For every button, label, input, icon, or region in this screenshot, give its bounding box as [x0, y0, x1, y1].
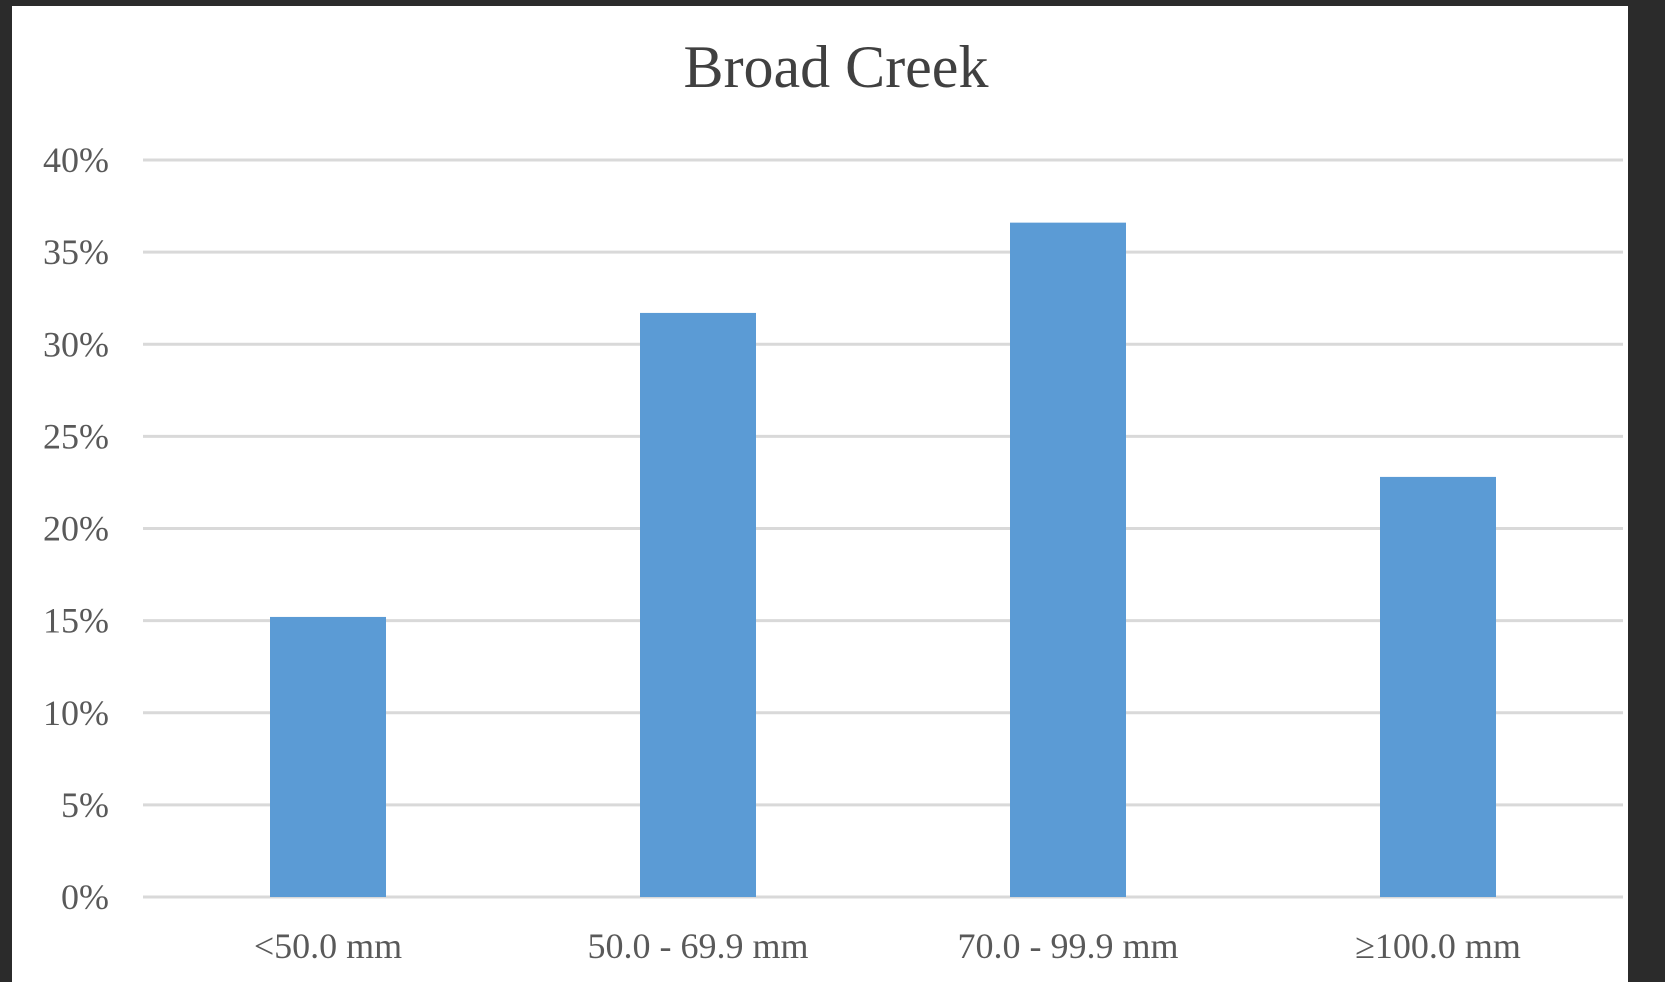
- y-tick-label: 5%: [61, 785, 109, 825]
- bar: [270, 616, 386, 897]
- y-tick-label: 0%: [61, 877, 109, 917]
- x-tick-label: ≥100.0 mm: [1355, 926, 1521, 966]
- bar: [1380, 476, 1496, 897]
- bar: [1010, 222, 1126, 897]
- y-tick-label: 35%: [43, 232, 109, 272]
- y-tick-label: 25%: [43, 416, 109, 456]
- bar: [640, 312, 756, 897]
- x-axis-ticks: <50.0 mm 50.0 - 69.9 mm 70.0 - 99.9 mm ≥100…: [254, 926, 1521, 966]
- chart-title: Broad Creek: [684, 34, 989, 100]
- bars: [270, 222, 1496, 897]
- y-tick-label: 40%: [43, 140, 109, 180]
- x-tick-label: 70.0 - 99.9 mm: [958, 926, 1179, 966]
- x-tick-label: 50.0 - 69.9 mm: [588, 926, 809, 966]
- y-tick-label: 30%: [43, 324, 109, 364]
- y-tick-label: 15%: [43, 601, 109, 641]
- y-tick-label: 10%: [43, 693, 109, 733]
- gridlines: [143, 158, 1623, 899]
- y-tick-label: 20%: [43, 509, 109, 549]
- x-tick-label: <50.0 mm: [254, 926, 402, 966]
- y-axis-ticks: 0% 5% 10% 15% 20% 25% 30% 35% 40%: [43, 140, 109, 917]
